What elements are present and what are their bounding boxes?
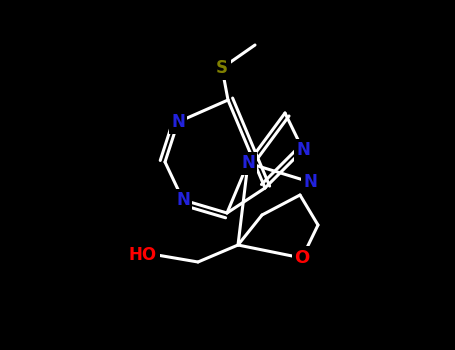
Text: N: N xyxy=(176,191,190,209)
Text: N: N xyxy=(241,154,255,172)
Text: N: N xyxy=(171,113,185,131)
Text: N: N xyxy=(296,141,310,159)
Text: O: O xyxy=(294,249,309,267)
Text: HO: HO xyxy=(129,246,157,264)
Text: S: S xyxy=(216,59,228,77)
Text: N: N xyxy=(303,173,317,191)
